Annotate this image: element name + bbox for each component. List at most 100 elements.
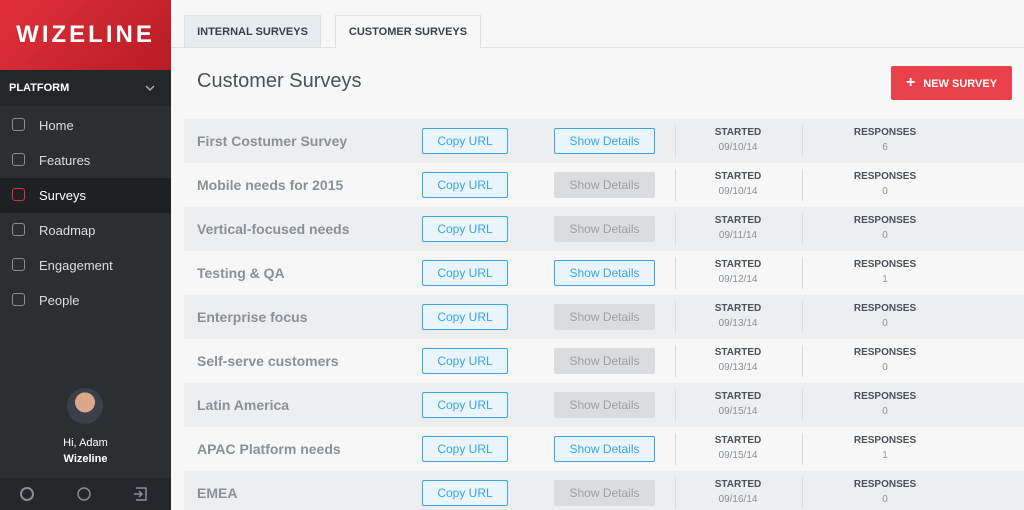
avatar[interactable]: [67, 388, 103, 424]
show-details-button: Show Details: [554, 480, 655, 506]
survey-row: First Costumer Survey Copy URL Show Detail…: [184, 119, 1024, 163]
responses-count: 0: [882, 362, 888, 373]
nav-item[interactable]: Engagement: [0, 248, 171, 283]
nav-label: Features: [39, 153, 91, 168]
show-details-button[interactable]: Show Details: [554, 436, 655, 462]
logout-icon[interactable]: [134, 487, 147, 501]
divider: [675, 301, 676, 333]
started-label: STARTED: [714, 171, 762, 182]
started-date: 09/13/14: [718, 318, 758, 329]
nav-label: Roadmap: [39, 223, 96, 238]
copy-url-button[interactable]: Copy URL: [422, 172, 508, 198]
tab[interactable]: CUSTOMER SURVEYS: [335, 15, 481, 48]
divider: [675, 257, 676, 289]
nav-item[interactable]: Home: [0, 108, 171, 143]
responses-label: RESPONSES: [853, 303, 917, 314]
divider: [802, 257, 803, 289]
divider: [802, 345, 803, 377]
survey-name[interactable]: Self-serve customers: [197, 353, 339, 369]
responses-count: 0: [882, 186, 888, 197]
nav-item[interactable]: Surveys: [0, 178, 171, 213]
responses-label: RESPONSES: [853, 435, 917, 446]
survey-name[interactable]: EMEA: [197, 485, 238, 501]
responses-label: RESPONSES: [853, 479, 917, 490]
responses-label: RESPONSES: [853, 171, 917, 182]
show-details-button[interactable]: Show Details: [554, 260, 655, 286]
survey-row: Latin America Copy URL Show Details STARTED…: [184, 383, 1024, 427]
copy-url-button[interactable]: Copy URL: [422, 480, 508, 506]
copy-url-button[interactable]: Copy URL: [422, 436, 508, 462]
copy-url-button[interactable]: Copy URL: [422, 128, 508, 154]
started-date: 09/10/14: [718, 142, 758, 153]
survey-row: Testing & QA Copy URL Show Details STARTED 0…: [184, 251, 1024, 295]
survey-row: Mobile needs for 2015 Copy URL Show Detail…: [184, 163, 1024, 207]
started-date: 09/15/14: [718, 450, 758, 461]
started-label: STARTED: [714, 435, 762, 446]
nav-icon: [12, 188, 25, 201]
copy-url-button[interactable]: Copy URL: [422, 216, 508, 242]
divider: [675, 477, 676, 509]
divider: [675, 213, 676, 245]
sidebar-footer: [0, 478, 171, 510]
nav-icon: [12, 118, 25, 131]
footer-icons: [20, 487, 147, 501]
responses-count: 1: [882, 450, 888, 461]
show-details-button: Show Details: [554, 348, 655, 374]
responses-label: RESPONSES: [853, 127, 917, 138]
tab[interactable]: INTERNAL SURVEYS: [184, 15, 321, 48]
started-label: STARTED: [714, 215, 762, 226]
divider: [675, 169, 676, 201]
plus-icon: +: [905, 74, 916, 91]
started-label: STARTED: [714, 303, 762, 314]
logo[interactable]: WIZELINE: [0, 0, 171, 70]
show-details-button: Show Details: [554, 304, 655, 330]
survey-row: APAC Platform needs Copy URL Show Details S…: [184, 427, 1024, 471]
survey-name[interactable]: APAC Platform needs: [197, 441, 341, 457]
survey-name[interactable]: Latin America: [197, 397, 290, 413]
responses-count: 6: [882, 142, 888, 153]
nav-icon: [12, 258, 25, 271]
divider: [675, 345, 676, 377]
nav-item[interactable]: People: [0, 283, 171, 318]
copy-url-button[interactable]: Copy URL: [422, 348, 508, 374]
nav-label: Surveys: [39, 188, 86, 203]
divider: [675, 433, 676, 465]
responses-count: 0: [882, 318, 888, 329]
started-date: 09/13/14: [718, 362, 758, 373]
chevron: [145, 85, 155, 92]
tab-line: [171, 47, 1024, 48]
started-date: 09/10/14: [718, 186, 758, 197]
survey-name[interactable]: Vertical-focused needs: [197, 221, 350, 237]
help-icon[interactable]: [77, 487, 91, 501]
responses-label: RESPONSES: [853, 259, 917, 270]
nav-label: Home: [39, 118, 74, 133]
nav-icon: [12, 223, 25, 236]
copy-url-button[interactable]: Copy URL: [422, 304, 508, 330]
section-header[interactable]: PLATFORM: [0, 70, 171, 106]
responses-label: RESPONSES: [853, 215, 917, 226]
survey-name[interactable]: First Costumer Survey: [197, 133, 348, 149]
show-details-button: Show Details: [554, 172, 655, 198]
new-survey-button[interactable]: + NEW SURVEY: [891, 66, 1012, 100]
survey-name[interactable]: Enterprise focus: [197, 309, 308, 325]
started-date: 09/11/14: [718, 230, 758, 241]
nav-item[interactable]: Roadmap: [0, 213, 171, 248]
divider: [675, 125, 676, 157]
page-title: Customer Surveys: [197, 70, 362, 92]
show-details-button[interactable]: Show Details: [554, 128, 655, 154]
nav-item[interactable]: Features: [0, 143, 171, 178]
settings-icon[interactable]: [20, 487, 34, 501]
survey-name[interactable]: Mobile needs for 2015: [197, 177, 344, 193]
divider: [802, 433, 803, 465]
responses-count: 0: [882, 494, 888, 505]
show-details-button: Show Details: [554, 392, 655, 418]
survey-row: Vertical-focused needs Copy URL Show Detai…: [184, 207, 1024, 251]
nav-label: Engagement: [39, 258, 113, 273]
copy-url-button[interactable]: Copy URL: [422, 260, 508, 286]
survey-name[interactable]: Testing & QA: [197, 265, 285, 281]
survey-row: Enterprise focus Copy URL Show Details STAR…: [184, 295, 1024, 339]
nav-label: People: [39, 293, 80, 308]
divider: [802, 477, 803, 509]
copy-url-button[interactable]: Copy URL: [422, 392, 508, 418]
